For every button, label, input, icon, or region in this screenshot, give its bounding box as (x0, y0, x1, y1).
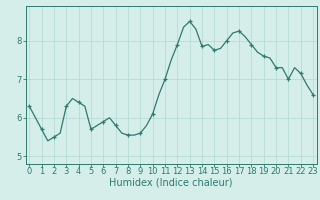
X-axis label: Humidex (Indice chaleur): Humidex (Indice chaleur) (109, 178, 233, 188)
